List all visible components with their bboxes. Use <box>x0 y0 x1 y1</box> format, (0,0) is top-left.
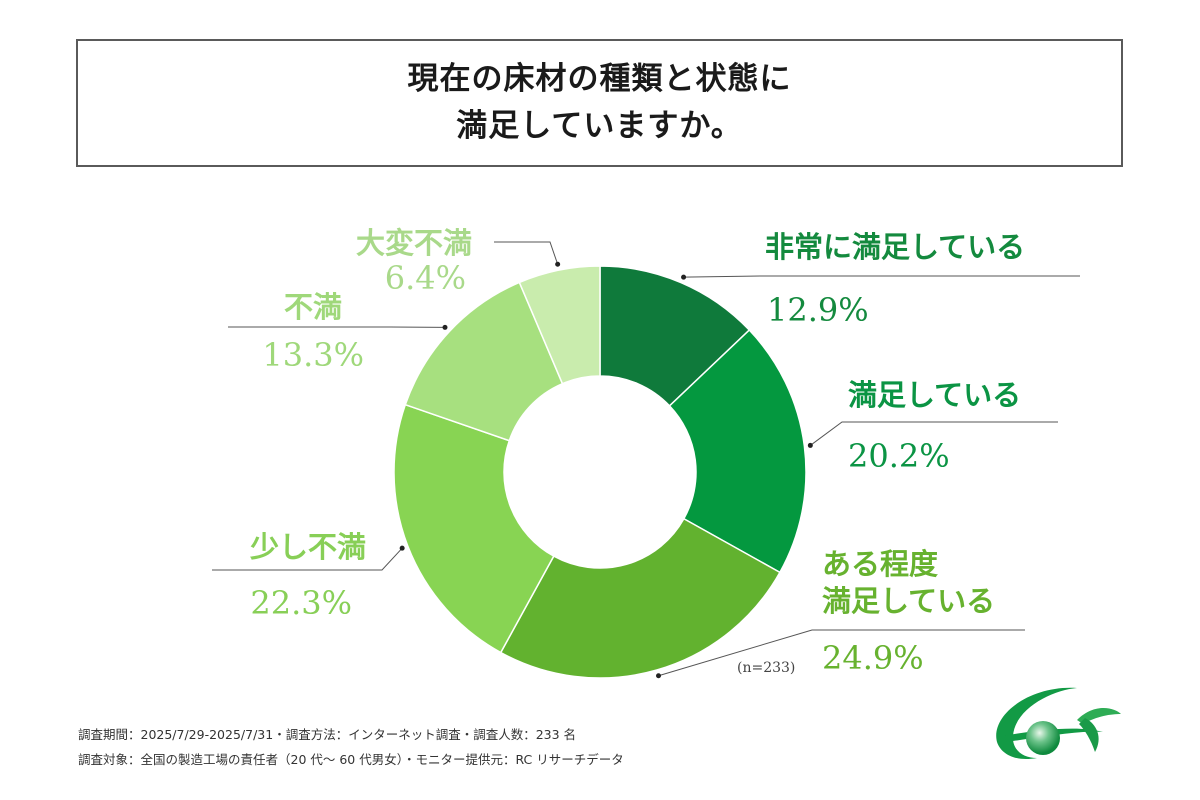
sample-size-note: (n=233) <box>737 660 796 676</box>
pct-slightly-dissatisfied: 22.3% <box>250 584 352 622</box>
leader-dot-1 <box>807 442 813 448</box>
leader-dot-0 <box>681 274 687 280</box>
label-somewhat-satisfied-1: ある程度 <box>822 547 939 581</box>
donut-slice-3 <box>393 403 555 654</box>
donut-slices <box>393 265 807 679</box>
pct-very-satisfied: 12.9% <box>767 291 869 329</box>
pct-somewhat-satisfied: 24.9% <box>822 639 924 677</box>
donut-slice-5 <box>518 265 601 385</box>
title-box: 現在の床材の種類と状態に 満足していますか。 <box>76 39 1123 167</box>
leader-dot-4 <box>442 324 448 330</box>
label-very-satisfied: 非常に満足している <box>765 230 1026 264</box>
label-very-dissatisfied: 大変不満 <box>355 226 472 260</box>
green-orbit-logo-icon <box>996 687 1121 760</box>
leader-dot-3 <box>399 545 405 551</box>
pct-dissatisfied: 13.3% <box>262 336 364 374</box>
pct-satisfied: 20.2% <box>848 437 950 475</box>
footnote-survey-period: 調査期間：2025/7/29-2025/7/31・調査方法：インターネット調査・… <box>78 727 577 742</box>
leader-line-3 <box>212 547 403 571</box>
leader-dot-2 <box>656 673 662 679</box>
leader-line-2 <box>658 629 1025 677</box>
footnote-survey-target: 調査対象：全国の製造工場の責任者（20 代〜 60 代男女）・モニター提供元：R… <box>78 752 624 767</box>
leader-line-5 <box>494 241 559 265</box>
title-line-2: 満足していますか。 <box>456 108 743 144</box>
label-satisfied: 満足している <box>848 378 1022 412</box>
donut-slice-4 <box>404 281 564 442</box>
leader-line-0 <box>683 275 1080 278</box>
label-slightly-dissatisfied: 少し不満 <box>249 530 366 564</box>
title-line-1: 現在の床材の種類と状態に <box>407 61 792 97</box>
leader-dot-5 <box>555 261 561 267</box>
leader-lines <box>212 241 1080 679</box>
leader-line-1 <box>810 421 1058 446</box>
donut-slice-2 <box>499 517 781 679</box>
label-somewhat-satisfied-2: 満足している <box>822 584 996 618</box>
donut-slice-1 <box>668 328 807 574</box>
pct-very-dissatisfied: 6.4% <box>384 259 466 297</box>
label-dissatisfied: 不満 <box>283 290 342 324</box>
